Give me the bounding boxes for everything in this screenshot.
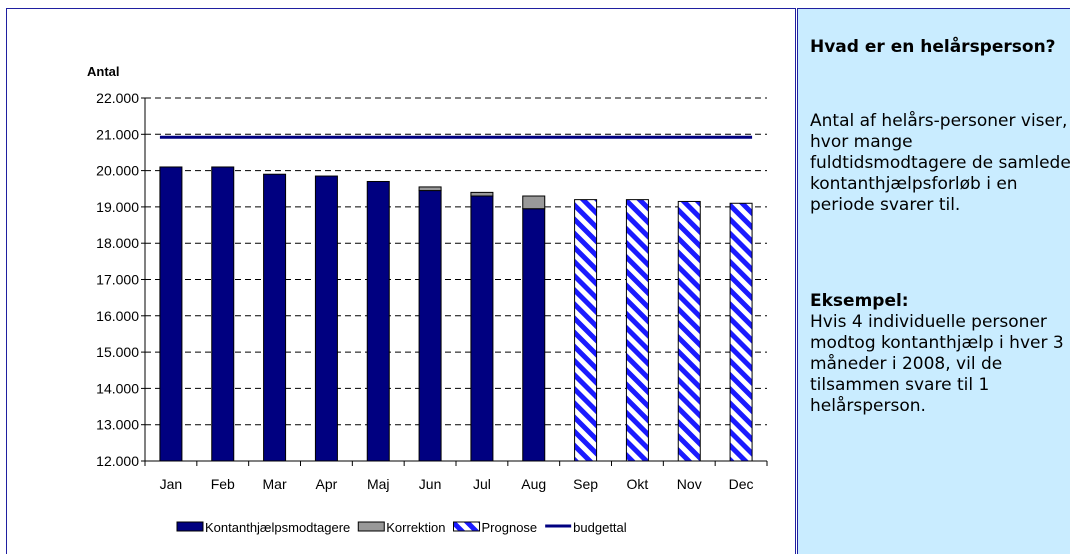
y-tick-label: 13.000 xyxy=(96,417,139,433)
x-tick-label: Okt xyxy=(627,476,649,492)
x-tick-label: Apr xyxy=(316,476,338,492)
bar-kontanthjælpsmodtagere xyxy=(366,180,390,462)
info-title: Hvad er en helårsperson? xyxy=(810,37,1056,57)
info-panel: Hvad er en helårsperson? Antal af helårs… xyxy=(797,8,1070,554)
bar-prognose xyxy=(729,202,753,462)
x-tick-label: Aug xyxy=(521,476,546,492)
bar-kontanthjælpsmodtagere xyxy=(522,208,546,462)
x-tick-label: Nov xyxy=(677,476,702,492)
x-tick-label: Mar xyxy=(263,476,287,492)
legend-label: Korrektion xyxy=(386,520,445,535)
bar-prognose xyxy=(625,199,649,462)
chart-panel: 12.000 13.000 14.000 15.000 16.000 17.000 18.0… xyxy=(6,8,796,554)
bar-kontanthjælpsmodtagere xyxy=(470,195,494,462)
y-tick-label: 21.000 xyxy=(96,126,139,142)
y-tick-label: 14.000 xyxy=(96,380,139,396)
x-tick-label: Maj xyxy=(367,476,390,492)
legend-label: Prognose xyxy=(482,520,538,535)
x-tick-label: Feb xyxy=(211,476,235,492)
info-example-title: Eksempel: xyxy=(810,291,909,311)
y-tick-label: 18.000 xyxy=(96,235,139,251)
x-tick-label: Jan xyxy=(160,476,183,492)
y-tick-label: 16.000 xyxy=(96,308,139,324)
y-tick-label: 17.000 xyxy=(96,272,139,288)
bar-kontanthjælpsmodtagere xyxy=(159,166,183,462)
x-tick-label: Jul xyxy=(473,476,491,492)
x-tick-label: Dec xyxy=(729,476,754,492)
y-axis-label: Antal xyxy=(87,64,120,79)
legend-swatch xyxy=(176,521,204,532)
bar-korrektion xyxy=(522,195,546,210)
bar-kontanthjælpsmodtagere xyxy=(263,173,287,462)
bar-kontanthjælpsmodtagere xyxy=(211,166,235,462)
bar-chart: 12.000 13.000 14.000 15.000 16.000 17.000 18.0… xyxy=(87,64,768,535)
info-body: Antal af helårs-personer viser, hvor man… xyxy=(810,111,1070,215)
legend-label: Kontanthjælpsmodtagere xyxy=(205,520,350,535)
info-example-body: Hvis 4 individuelle personer modtog kont… xyxy=(810,312,1064,416)
legend-swatch xyxy=(453,521,481,532)
legend-label: budgettal xyxy=(573,520,627,535)
legend-swatch xyxy=(357,521,385,532)
x-tick-label: Sep xyxy=(573,476,598,492)
bar-kontanthjælpsmodtagere xyxy=(314,175,338,462)
bar-prognose xyxy=(677,200,701,462)
bar-prognose xyxy=(574,199,598,462)
x-tick-label: Jun xyxy=(419,476,442,492)
y-tick-label: 22.000 xyxy=(96,90,139,106)
y-tick-label: 15.000 xyxy=(96,344,139,360)
y-tick-label: 20.000 xyxy=(96,163,139,179)
bar-korrektion xyxy=(418,186,442,192)
bar-kontanthjælpsmodtagere xyxy=(418,190,442,462)
bar-korrektion xyxy=(470,191,494,197)
y-tick-label: 12.000 xyxy=(96,453,139,469)
y-tick-label: 19.000 xyxy=(96,199,139,215)
